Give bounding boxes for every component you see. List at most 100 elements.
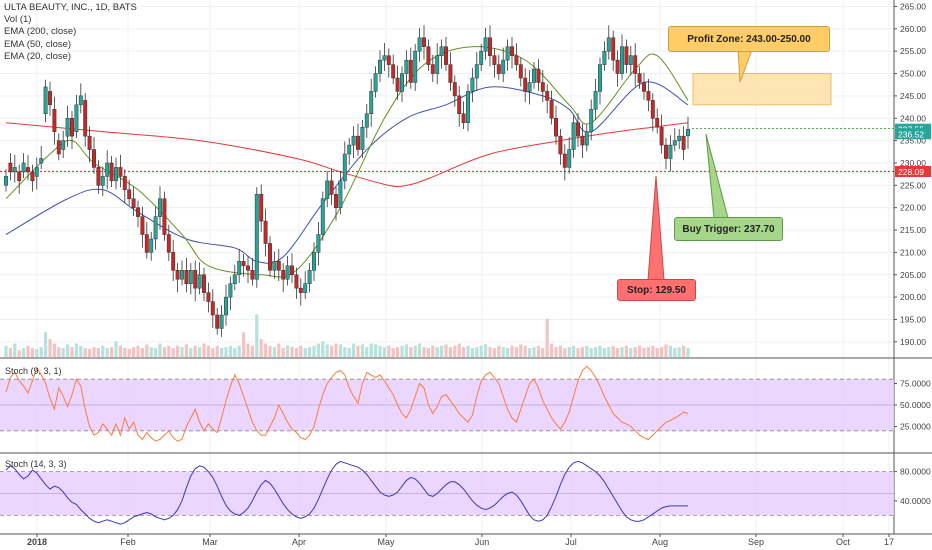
candle (624, 39, 629, 74)
candle-body (655, 118, 660, 128)
candle (175, 263, 180, 293)
candle (263, 208, 268, 257)
candle (558, 128, 563, 165)
study-volume-label[interactable]: Vol (1) (4, 14, 32, 26)
candle (672, 128, 677, 152)
candle (470, 68, 475, 103)
candle (312, 242, 316, 282)
candle (417, 27, 422, 62)
candle-body (364, 113, 369, 128)
candle (404, 50, 409, 87)
candle-body (422, 37, 426, 47)
candle-body (237, 261, 242, 276)
candle (342, 141, 347, 190)
candle (681, 126, 686, 161)
volume-series (4, 314, 690, 357)
candle-body (56, 140, 61, 155)
candle (184, 257, 189, 293)
volume-bar (638, 345, 642, 357)
candle-body (312, 252, 316, 271)
volume-bar (343, 347, 347, 357)
volume-bar (519, 344, 523, 357)
volume-bar (589, 348, 593, 357)
candle-body (136, 207, 140, 217)
stoch1-pane-title[interactable]: Stoch (9, 3, 1) (5, 366, 62, 376)
volume-bar (506, 348, 510, 357)
volume-bar (334, 343, 338, 357)
volume-bar (567, 347, 571, 357)
study-ema50-label[interactable]: EMA (50, close) (4, 38, 72, 50)
candle (118, 154, 123, 188)
candle (633, 43, 638, 87)
candle (131, 186, 136, 217)
candle-body (87, 135, 92, 150)
candle (254, 187, 259, 288)
volume-bar (290, 347, 294, 357)
volume-bar (673, 348, 677, 357)
candle-body (492, 55, 497, 65)
candle (52, 96, 57, 145)
volume-bar (228, 345, 232, 357)
candle-body (391, 64, 396, 79)
candle-body (281, 270, 286, 280)
candle (8, 153, 13, 181)
study-ema20-label[interactable]: EMA (20, close) (4, 50, 72, 62)
volume-bar (492, 348, 496, 357)
candle (237, 248, 242, 284)
candle-body (439, 46, 444, 56)
volume-bar (26, 345, 30, 357)
candle-body (259, 194, 264, 222)
candle-body (637, 73, 642, 83)
candle-body (74, 104, 79, 132)
candle (285, 255, 290, 286)
volume-bar (501, 347, 505, 357)
price-badge: 228.09 (895, 166, 931, 178)
price-tick-label: 225.00 (900, 180, 926, 190)
stop-callout[interactable]: Stop: 129.50 (617, 279, 696, 301)
volume-bar (660, 347, 664, 357)
time-tick-label: Jun (475, 537, 490, 547)
candle (171, 239, 176, 282)
time-tick-label: May (377, 537, 395, 547)
candle (479, 44, 484, 71)
profit-zone-label: Profit Zone: 243.00-250.00 (687, 33, 811, 45)
price-tick-label: 255.00 (900, 46, 926, 56)
volume-bar (83, 348, 87, 357)
candle (496, 54, 501, 80)
candle-body (338, 180, 343, 208)
stoch2-pane-title[interactable]: Stoch (14, 3, 3) (5, 459, 67, 469)
candle (30, 164, 35, 192)
volume-bar (378, 345, 382, 357)
chart-legend: ULTA BEAUTY, INC., 1D, BATS Vol (1) EMA … (4, 2, 137, 63)
volume-bar (387, 345, 391, 357)
candle-body (545, 91, 550, 101)
volume-bar (180, 347, 184, 357)
buy-trigger-callout[interactable]: Buy Trigger: 237.70 (674, 217, 783, 241)
candle (325, 171, 330, 208)
candle-body (650, 100, 655, 119)
candle (567, 137, 572, 174)
candle-body (382, 55, 387, 61)
volume-bar (594, 347, 598, 357)
candle (615, 50, 620, 87)
candle-body (686, 128, 690, 137)
candle-body (413, 50, 418, 83)
price-tick-label: 210.00 (900, 247, 926, 257)
time-tick-label: Aug (652, 537, 668, 547)
candle-body (175, 270, 180, 280)
stop-pointer (647, 175, 665, 281)
candle-body (34, 167, 39, 177)
profit-zone-callout[interactable]: Profit Zone: 243.00-250.00 (668, 26, 830, 52)
volume-bar (264, 343, 268, 357)
price-badge-bg (895, 166, 931, 178)
study-ema200-label[interactable]: EMA (200, close) (4, 26, 77, 38)
volume-bar (620, 347, 624, 357)
candle (188, 263, 193, 295)
candle (246, 255, 250, 284)
candle (149, 231, 154, 261)
volume-bar (176, 345, 180, 357)
candle (435, 43, 440, 85)
candle (457, 86, 462, 127)
candle-body (659, 126, 664, 146)
